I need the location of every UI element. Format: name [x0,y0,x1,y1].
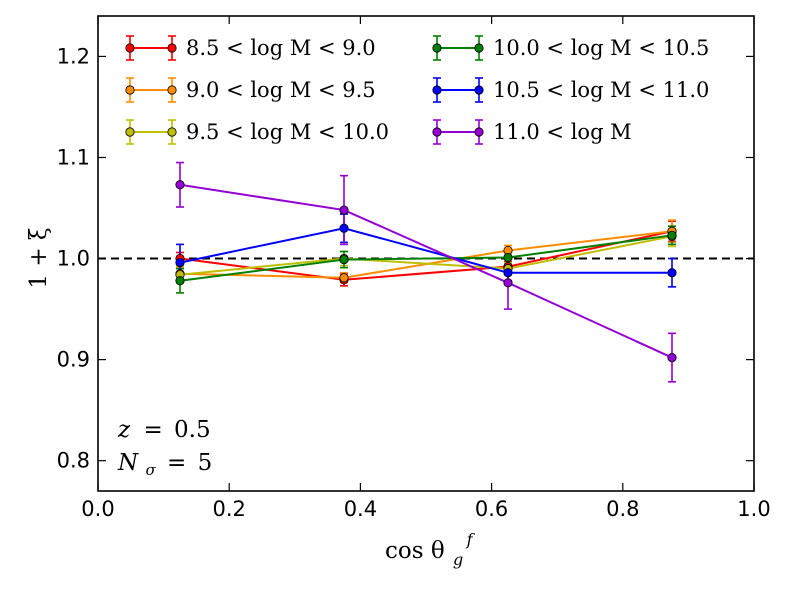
data-point-5-2 [503,278,513,288]
series-line-4 [179,227,672,274]
legend-label-4: 10.5 < log M < 11.0 [493,78,709,102]
plot-frame [97,15,755,492]
y-tick-label-3: 1.1 [57,145,90,169]
data-point-4-2 [503,268,513,278]
data-point-1-1 [339,273,349,283]
series-line-0 [179,230,673,281]
y-tick-label-4: 1.2 [57,44,90,68]
annotation-z-value: 0.5 [174,417,211,443]
x-tick-label-3: 0.6 [475,497,508,521]
series-line-2 [179,235,673,276]
annotation-z: z = 0.5 [117,417,211,443]
x-tick-label-5: 1.0 [737,497,770,521]
legend-item-4: 10.5 < log M < 11.0 [432,77,709,103]
annotation-n-sub: σ [145,461,156,479]
data-point-4-1 [339,223,349,233]
data-point-5-0 [175,180,185,190]
data-point-5-1 [339,205,349,215]
y-tick-label-2: 1.0 [57,247,90,271]
y-tick-label-1: 0.9 [57,348,90,372]
legend-item-5: 11.0 < log M [432,119,632,145]
legend-label-1: 9.0 < log M < 9.5 [186,78,376,102]
x-axis-label: cos θ g f [385,530,476,571]
series-line-3 [179,234,673,282]
legend-label-0: 8.5 < log M < 9.0 [186,36,376,60]
legend-label-2: 9.5 < log M < 10.0 [186,120,389,144]
annotation-n-sigma: N σ = 5 [117,450,212,481]
data-point-3-0 [175,276,185,286]
y-axis-label: 1 + ξ [26,227,52,288]
legend-label-5: 11.0 < log M [493,120,632,144]
data-point-3-1 [339,254,349,265]
legend-item-0: 8.5 < log M < 9.0 [125,35,376,61]
data-point-4-0 [175,257,185,268]
legend-item-3: 10.0 < log M < 10.5 [432,35,709,61]
legend-item-1: 9.0 < log M < 9.5 [125,77,376,103]
series-line-5 [179,183,673,359]
annotation-n-value: 5 [198,450,213,476]
x-axis-label-sup: f [466,530,476,549]
x-axis-label-main: cos θ [385,538,445,564]
data-point-3-3 [667,230,677,240]
x-tick-label-0: 0.0 [81,497,114,521]
x-tick-label-1: 0.2 [212,497,245,521]
data-point-3-2 [503,252,513,263]
legend-label-3: 10.0 < log M < 10.5 [493,36,709,60]
annotation-z-label: z [117,417,131,443]
legend-item-2: 9.5 < log M < 10.0 [125,119,389,145]
y-tick-label-0: 0.8 [57,449,90,473]
data-point-4-3 [667,268,677,278]
x-tick-label-2: 0.4 [344,497,377,521]
data-point-5-3 [667,352,677,363]
x-axis-label-sub: g [453,550,463,569]
x-tick-label-4: 0.8 [606,497,639,521]
annotation-n-label: N [117,450,139,476]
